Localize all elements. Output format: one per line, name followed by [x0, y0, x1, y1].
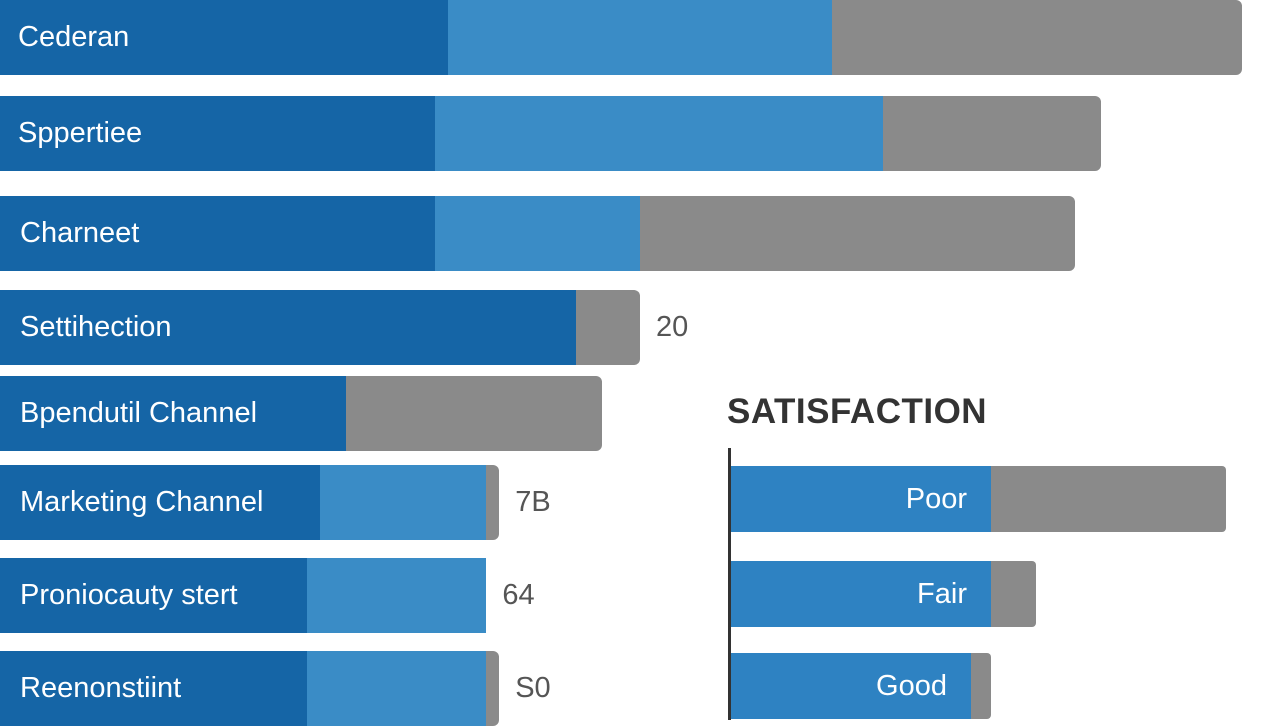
bar-segment [832, 0, 1242, 75]
bar-row: Proniocauty stert 64 [0, 558, 1280, 633]
category-label: Charneet [20, 217, 140, 249]
bar-segment [486, 651, 500, 726]
bar-segment [320, 465, 487, 540]
bar-segment [0, 290, 576, 365]
value-label: S0 [515, 672, 551, 704]
bar-row: Cederan [0, 0, 1280, 75]
satisfaction-segment [731, 466, 991, 532]
bar-row: Charneet [0, 196, 1280, 271]
category-label: Cederan [18, 21, 130, 53]
bar-segment [448, 0, 832, 75]
bar-segment [345, 376, 602, 451]
category-label: Proniocauty stert [20, 579, 238, 611]
bar-segment [0, 0, 448, 75]
bar-segment [486, 465, 500, 540]
satisfaction-row: Good [731, 653, 1271, 719]
bar-row: Marketing Channel 7B [0, 465, 1280, 540]
category-label: Bpendutil Channel [20, 397, 258, 429]
bar-segment [640, 196, 1076, 271]
satisfaction-segment [991, 561, 1036, 627]
satisfaction-segment [971, 653, 991, 719]
bar-segment [0, 196, 436, 271]
value-label: 7B [515, 486, 551, 518]
bar-row: Reenonstiint S0 [0, 651, 1280, 726]
satisfaction-segment [731, 561, 991, 627]
bar-segment [576, 290, 640, 365]
category-label: Reenonstiint [20, 672, 182, 704]
satisfaction-category-label: Good [876, 669, 947, 702]
bar-segment [0, 96, 436, 171]
satisfaction-segment [991, 466, 1226, 532]
bar-segment [307, 558, 487, 633]
category-label: Sppertiee [18, 117, 143, 149]
bar-segment [307, 651, 487, 726]
bar-row: Settihection 20 [0, 290, 1280, 365]
bar-segment [0, 558, 308, 633]
category-label: Marketing Channel [20, 486, 264, 518]
bar-segment [883, 96, 1101, 171]
category-label: Settihection [20, 311, 172, 343]
bar-row: Sppertiee [0, 96, 1280, 171]
bar-segment [0, 376, 346, 451]
satisfaction-row: Poor [731, 466, 1271, 532]
satisfaction-title: SATISFACTION [727, 392, 988, 431]
satisfaction-category-label: Poor [905, 482, 967, 515]
bar-segment [435, 196, 640, 271]
value-label: 64 [502, 579, 535, 611]
bar-segment [435, 96, 884, 171]
satisfaction-row: Fair [731, 561, 1271, 627]
value-label: 20 [656, 311, 689, 343]
satisfaction-category-label: Fair [917, 577, 967, 610]
satisfaction-axis [728, 448, 731, 720]
bar-segment [0, 465, 320, 540]
satisfaction-segment [731, 653, 971, 719]
bar-row: Bpendutil Channel [0, 376, 1280, 451]
bar-segment [0, 651, 308, 726]
